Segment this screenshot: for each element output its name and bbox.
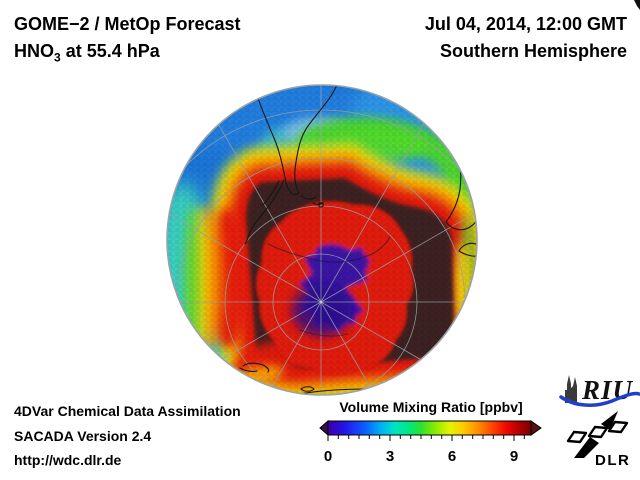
forecast-datetime: Jul 04, 2014, 12:00 GMT (424, 14, 627, 34)
riu-logo: RIU (559, 375, 640, 407)
hemisphere-label: Southern Hemisphere (439, 41, 627, 61)
tick-label-3: 3 (385, 448, 395, 465)
cathedral-icon (565, 375, 577, 403)
tick-label-6: 6 (447, 448, 457, 465)
colorbar-under-arrow (319, 420, 329, 437)
assimilation-label: 4DVar Chemical Data Assimilation (14, 403, 241, 419)
globe-rim (166, 84, 478, 396)
pressure-level: at 55.4 hPa (60, 41, 160, 61)
dlr-logo: DLR (566, 411, 630, 469)
dlr-wordmark: DLR (595, 452, 630, 469)
species-formula: HNO (14, 41, 54, 61)
plot-title-line2: HNO3 at 55.4 hPa (14, 41, 160, 68)
corner-mark (634, 0, 640, 10)
species-formula-subscript: 3 (54, 50, 61, 65)
colorbar-gradient (327, 420, 532, 436)
version-label: SACADA Version 2.4 (14, 428, 152, 444)
website-url: http://wdc.dlr.de (14, 452, 122, 468)
rhine-wave-icon (559, 391, 640, 407)
colorbar-ticks (327, 435, 525, 441)
tick-label-9: 9 (509, 448, 519, 465)
tick-label-0: 0 (323, 448, 333, 465)
dlr-arrow-icon (566, 411, 629, 458)
riu-wordmark: RIU (581, 375, 634, 405)
colorbar-tick-labels: 0 3 6 9 (319, 448, 543, 466)
colorbar (319, 420, 542, 441)
plot-title-line1: GOME−2 / MetOp Forecast (14, 14, 241, 34)
colorbar-over-arrow (530, 420, 542, 436)
colorbar-title: Volume Mixing Ratio [ppbv] (339, 399, 523, 415)
